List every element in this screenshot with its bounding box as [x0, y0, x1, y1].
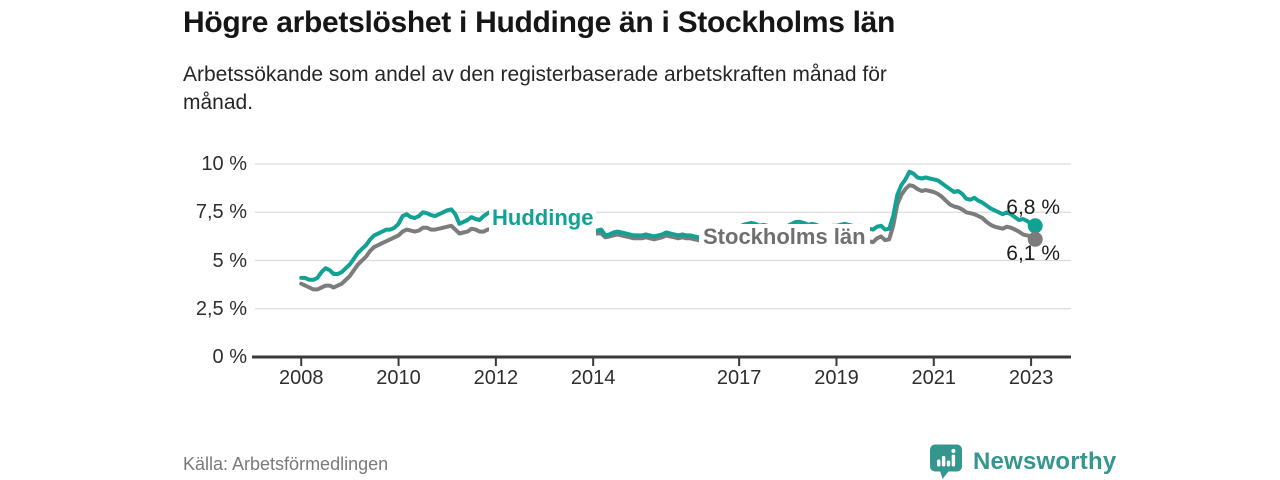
end-value-label-stockholms-lan: 6,1 % — [1006, 242, 1060, 265]
y-axis-label: 7,5 % — [195, 201, 247, 224]
x-axis-label: 2017 — [716, 367, 762, 389]
x-axis-label: 2023 — [1008, 367, 1054, 389]
newsworthy-logo-icon — [930, 444, 962, 479]
chart-subtitle: Arbetssökande som andel av den registerb… — [183, 63, 887, 114]
newsworthy-logo-text: Newsworthy — [973, 447, 1117, 475]
x-axis-label: 2010 — [376, 367, 421, 389]
y-axis-label: 10 % — [201, 153, 247, 175]
x-axis-label: 2014 — [570, 367, 616, 389]
y-axis-label: 5 % — [212, 249, 247, 272]
page-title: Högre arbetslöshet i Huddinge än i Stock… — [183, 6, 896, 39]
y-axis-label: 2,5 % — [195, 297, 247, 320]
end-value-label-huddinge: 6,8 % — [1006, 196, 1060, 219]
x-axis-label: 2012 — [473, 367, 519, 389]
source-caption: Källa: Arbetsförmedlingen — [183, 454, 389, 474]
series-label-stockholms-lan: Stockholms län — [699, 224, 870, 256]
newsworthy-logo: Newsworthy — [928, 443, 1116, 480]
x-axis-label: 2019 — [814, 367, 859, 389]
y-axis-label: 0 % — [212, 346, 247, 368]
series-label-huddinge: Huddinge — [489, 205, 597, 238]
x-axis-label: 2021 — [911, 367, 957, 389]
x-axis-label: 2008 — [278, 367, 324, 389]
